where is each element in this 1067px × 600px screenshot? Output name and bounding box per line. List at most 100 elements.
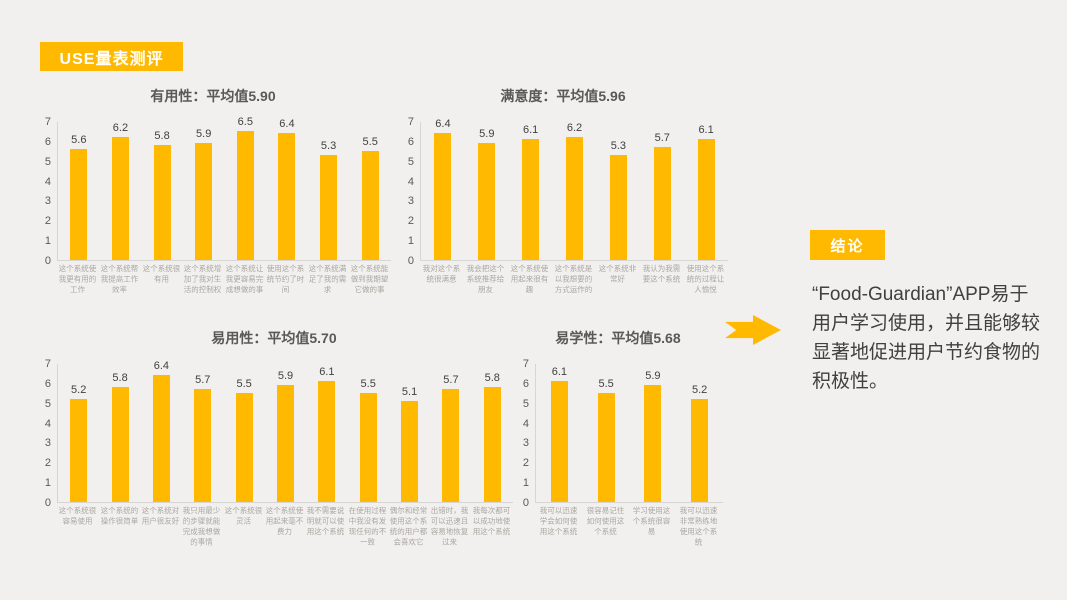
- bars-row: 6.4 5.9 6.1 6.2 5.3 5.7 6.1: [421, 118, 728, 260]
- category-label: 我会把这个系统推荐给朋友: [467, 264, 505, 294]
- chart-title: 有用性：平均值5.90: [150, 88, 276, 104]
- category-label: 我每次都可以成功地使用这个系统: [472, 506, 511, 536]
- bar-slot: 6.2: [553, 122, 597, 260]
- y-axis-tick: 3: [522, 437, 529, 450]
- y-axis-tick: 7: [44, 358, 51, 370]
- conclusion-badge: 结论: [810, 230, 885, 260]
- category-label: 我可以迅速学会如何使用这个系统: [539, 506, 578, 536]
- bar: [194, 388, 212, 502]
- usefulness-chart: 有用性：平均值5.90 0 1 2 3 4 5 6 7 5.6 6.2 5.8 5.9 6.5 6.4 5.3…: [35, 86, 391, 323]
- bar-slot: 5.2: [58, 384, 99, 502]
- category-label: 我可以迅速非常熟练地使用这个系统: [679, 506, 718, 547]
- bar: [278, 132, 296, 260]
- bar: [111, 136, 129, 260]
- bar: [644, 384, 662, 502]
- category-label: 这个系统的操作很简单: [100, 506, 138, 526]
- y-axis: 0 1 2 3 4 5 6 7: [35, 358, 57, 509]
- bar-slot: 5.6: [58, 134, 100, 260]
- bar: [609, 154, 627, 260]
- bar-value-label: 5.9: [196, 127, 212, 140]
- y-axis-tick: 3: [44, 437, 51, 450]
- bar-value-label: 5.8: [484, 371, 500, 384]
- bar: [152, 374, 170, 502]
- bar-slot: 5.7: [430, 374, 471, 502]
- conclusion-text: “Food-Guardian”APP易于用户学习使用，并且能够较显著地促进用户节…: [812, 284, 1041, 392]
- y-axis-tick: 1: [44, 477, 51, 490]
- bar: [522, 138, 540, 260]
- category-labels-row: 这个系统使我更有用的工作 这个系统帮我提高工作效率 这个系统很有用 这个系统增加了我对…: [57, 261, 391, 323]
- category-label: 这个系统让我更容易完成想做的事: [225, 264, 264, 294]
- bar-slot: 5.1: [389, 386, 430, 502]
- bars-row: 5.2 5.8 6.4 5.7 5.5 5.9 6.1 5.5 5.1 5.7 5.8: [58, 360, 513, 502]
- y-axis-tick: 3: [407, 195, 414, 208]
- y-axis-tick: 4: [522, 417, 529, 430]
- chart-title: 易用性：平均值5.70: [211, 330, 337, 346]
- y-axis-tick: 1: [522, 477, 529, 490]
- bar-slot: 6.1: [509, 124, 553, 260]
- y-axis-tick: 5: [522, 397, 529, 410]
- bar-slot: 6.1: [536, 366, 583, 502]
- bar-slot: 5.9: [465, 128, 509, 260]
- category-label: 这个系统很灵活: [224, 506, 262, 526]
- bar-value-label: 5.9: [479, 127, 495, 140]
- bar: [566, 136, 583, 260]
- bar: [235, 392, 253, 502]
- y-axis-tick: 7: [44, 116, 51, 128]
- bar-value-label: 6.1: [551, 365, 568, 378]
- bar: [401, 400, 419, 502]
- bar-value-label: 5.3: [320, 139, 337, 152]
- y-axis-tick: 0: [522, 497, 529, 509]
- plot: 5.6 6.2 5.8 5.9 6.5 6.4 5.3 5.5: [57, 116, 391, 261]
- bar-value-label: 6.1: [319, 365, 335, 378]
- bar: [111, 386, 129, 502]
- y-axis-tick: 2: [407, 215, 414, 228]
- bar: [478, 142, 496, 260]
- category-label: 这个系统是以我想要的方式运作的: [554, 264, 593, 294]
- category-labels-row: 我可以迅速学会如何使用这个系统 很容易记住如何使用这个系统 学习使用这个系统很容易我…: [535, 503, 723, 565]
- bar: [153, 144, 171, 260]
- y-axis-tick: 6: [407, 135, 414, 148]
- bar-value-label: 5.3: [610, 139, 627, 152]
- bar-value-label: 5.6: [71, 133, 87, 146]
- y-axis-tick: 7: [407, 116, 414, 128]
- bar-value-label: 5.5: [362, 135, 378, 148]
- y-axis-tick: 2: [44, 215, 51, 228]
- y-axis-tick: 4: [407, 175, 414, 188]
- bar-value-label: 6.4: [153, 359, 170, 372]
- bar-value-label: 6.2: [566, 121, 583, 134]
- bar-slot: 5.8: [472, 372, 513, 502]
- category-label: 学习使用这个系统很容易: [633, 506, 671, 536]
- chart-body: 0 1 2 3 4 5 6 7 6.1 5.5 5.9 5.2 我可以迅速学会如何使用这个系统 很容易记住…: [513, 358, 723, 565]
- bar: [483, 386, 501, 502]
- y-axis: 0 1 2 3 4 5 6 7: [35, 116, 57, 267]
- category-labels-row: 这个系统很容易使用 这个系统的操作很简单 这个系统对用户很友好 我只用最少的步骤就能完…: [57, 503, 513, 565]
- conclusion-badge-label: 结论: [830, 237, 865, 255]
- page-title-badge: USE量表测评: [40, 42, 183, 71]
- y-axis-tick: 0: [44, 255, 51, 267]
- bars-row: 6.1 5.5 5.9 5.2: [536, 364, 723, 502]
- bar-value-label: 5.8: [112, 371, 128, 384]
- category-label: 很容易记住如何使用这个系统: [586, 506, 624, 536]
- category-label: 这个系统很容易使用: [58, 506, 97, 526]
- category-label: 这个系统满足了我的需求: [308, 264, 347, 294]
- bar: [434, 132, 452, 260]
- y-axis-tick: 5: [44, 155, 51, 168]
- bar-value-label: 5.9: [277, 369, 294, 382]
- chart-title: 满意度：平均值5.96: [500, 88, 626, 104]
- category-label: 我只用最少的步骤就能完成我想做的事情: [183, 506, 221, 547]
- category-label: 出错时，我可以迅速且容易地恢复过来: [431, 506, 469, 547]
- bars-row: 5.6 6.2 5.8 5.9 6.5 6.4 5.3 5.5: [58, 116, 391, 260]
- bar: [318, 380, 336, 502]
- ease-of-use-chart: 易用性：平均值5.70 0 1 2 3 4 5 6 7 5.2 5.8 6.4 5.7 5.5 5.9 6.1…: [35, 328, 513, 565]
- page-title: USE量表测评: [59, 50, 164, 68]
- category-label: 使用这个系统节约了时间: [267, 264, 305, 294]
- bar-value-label: 5.1: [401, 385, 418, 398]
- bar-slot: 6.2: [100, 122, 142, 260]
- y-axis-tick: 5: [407, 155, 414, 168]
- y-axis-tick: 1: [44, 235, 51, 248]
- bar-slot: 6.4: [141, 360, 182, 502]
- bar-slot: 6.5: [225, 116, 267, 260]
- plot: 6.4 5.9 6.1 6.2 5.3 5.7 6.1: [420, 118, 728, 261]
- chart-title: 易学性：平均值5.68: [555, 330, 681, 346]
- y-axis-tick: 0: [44, 497, 51, 509]
